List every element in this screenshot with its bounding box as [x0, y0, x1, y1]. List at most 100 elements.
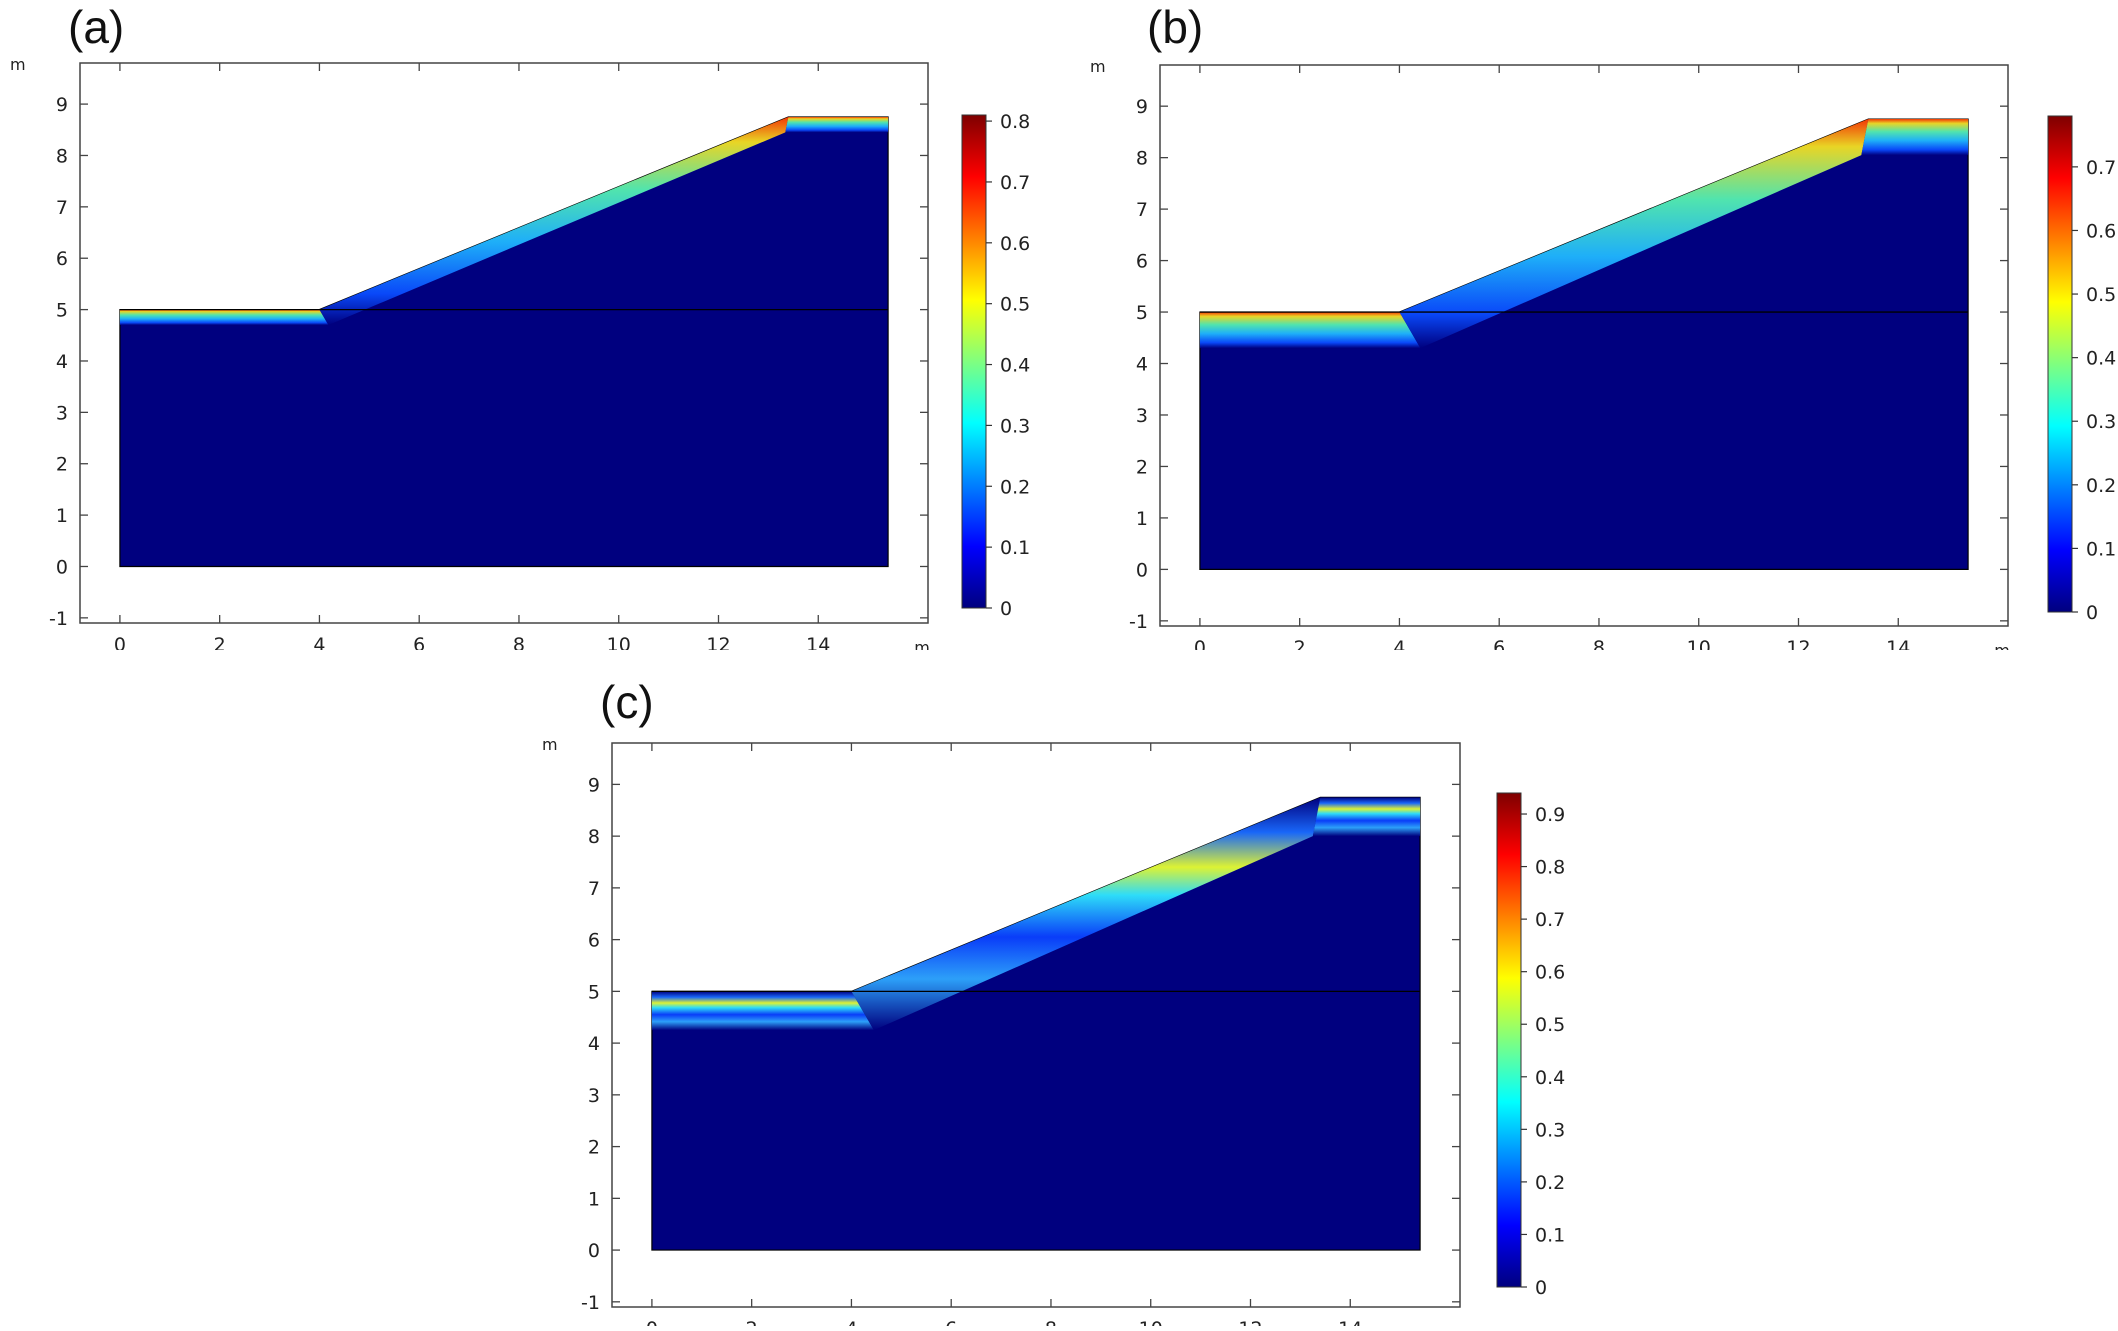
y-tick-label: 3: [1136, 405, 1148, 427]
y-tick-label: -1: [49, 608, 68, 630]
y-tick-label: 6: [588, 930, 600, 952]
x-tick-label: 8: [1045, 1318, 1057, 1326]
damage-band: [851, 797, 1321, 1031]
y-tick-label: 8: [1136, 148, 1148, 170]
colorbar-tick-label: 0.8: [1000, 111, 1030, 133]
y-tick-label: 7: [1136, 199, 1148, 221]
y-tick-label: 0: [1136, 559, 1148, 581]
x-tick-label: 2: [214, 634, 226, 650]
y-tick-label: 4: [588, 1033, 600, 1055]
y-tick-label: 8: [588, 826, 600, 848]
damage-contour-plot-b: 02468101214m-10123456789m00.10.20.30.40.…: [1090, 57, 2116, 660]
x-unit-label: m: [914, 638, 930, 650]
colorbar-tick-label: 0.4: [2086, 348, 2116, 370]
colorbar-tick-label: 0.9: [1535, 804, 1565, 826]
x-tick-label: 10: [1139, 1318, 1163, 1326]
damage-band: [785, 116, 889, 133]
y-tick-label: 3: [588, 1085, 600, 1107]
y-tick-label: 9: [56, 94, 68, 116]
colorbar-tick-label: 0.3: [1535, 1119, 1565, 1141]
x-tick-label: 10: [1687, 637, 1711, 650]
y-tick-label: 5: [588, 981, 600, 1003]
x-tick-label: 2: [746, 1318, 758, 1326]
y-tick-label: 2: [56, 454, 68, 476]
y-tick-label: 0: [56, 556, 68, 578]
colorbar: [1496, 792, 1522, 1288]
colorbar-tick-label: 0.3: [2086, 411, 2116, 433]
y-tick-label: -1: [581, 1292, 600, 1314]
y-tick-label: 8: [56, 145, 68, 167]
colorbar-tick-label: 0.4: [1535, 1067, 1565, 1089]
x-tick-label: 12: [1786, 637, 1810, 650]
x-tick-label: 6: [1493, 637, 1505, 650]
panel-label: (a): [68, 1, 125, 53]
colorbar-tick-label: 0.7: [1535, 909, 1565, 931]
y-tick-label: 5: [1136, 302, 1148, 324]
damage-band: [1861, 119, 1969, 156]
plot-frame: [1159, 64, 2009, 627]
damage-band: [651, 991, 874, 1031]
damage-band: [119, 309, 329, 326]
y-unit-label: m: [10, 55, 26, 74]
colorbar-tick-label: 0: [2086, 602, 2098, 624]
x-tick-label: 12: [706, 634, 730, 650]
y-tick-label: 9: [1136, 96, 1148, 118]
x-tick-label: 4: [313, 634, 325, 650]
x-tick-label: 14: [1886, 637, 1910, 650]
x-unit-label: m: [1446, 1322, 1462, 1326]
y-tick-label: 6: [1136, 251, 1148, 273]
x-tick-label: 4: [1393, 637, 1405, 650]
damage-band: [1312, 797, 1421, 837]
y-tick-label: 4: [56, 351, 68, 373]
x-tick-label: 6: [413, 634, 425, 650]
y-tick-label: 4: [1136, 354, 1148, 376]
colorbar-tick-label: 0.2: [2086, 475, 2116, 497]
panel-a: (a) 0 2 4 6 8 10 12 14 m -1 0 1 2 3 4 5 6 7 8 9 m 0 0.1 0.2 0.3 0…: [0, 0, 1110, 657]
x-tick-label: 2: [1294, 637, 1306, 650]
colorbar-tick-label: 0.6: [1000, 233, 1030, 255]
y-tick-label: 9: [588, 774, 600, 796]
panel-b: (b) 02468101214m-10123456789m00.10.20.30…: [1085, 0, 2118, 660]
y-tick-label: 2: [1136, 456, 1148, 478]
y-unit-label: m: [542, 735, 558, 754]
y-tick-label: 6: [56, 248, 68, 270]
colorbar-tick-label: 0.5: [2086, 284, 2116, 306]
colorbar-tick-label: 0.5: [1000, 294, 1030, 316]
damage-band: [1399, 119, 1869, 349]
colorbar-tick-label: 0.5: [1535, 1014, 1565, 1036]
colorbar: [2047, 115, 2073, 613]
colorbar-tick-label: 0: [1535, 1277, 1547, 1299]
x-tick-label: 6: [945, 1318, 957, 1326]
colorbar-tick-label: 0.4: [1000, 355, 1030, 377]
x-tick-label: 0: [1194, 637, 1206, 650]
y-unit-label: m: [1090, 57, 1106, 76]
x-tick-label: 0: [646, 1318, 658, 1326]
y-tick-label: 5: [56, 300, 68, 322]
damage-band: [1199, 312, 1421, 349]
x-tick-label: 10: [607, 634, 631, 650]
y-tick-label: 1: [588, 1188, 600, 1210]
panel-c: (c) 02468101214m-10123456789m00.10.20.30…: [530, 675, 1640, 1331]
colorbar-tick-label: 0: [1000, 598, 1012, 620]
damage-contour-plot-c: 02468101214m-10123456789m00.10.20.30.40.…: [542, 735, 1565, 1331]
y-tick-label: 0: [588, 1240, 600, 1262]
x-tick-label: 14: [1338, 1318, 1362, 1326]
colorbar: [961, 114, 987, 609]
y-tick-label: 2: [588, 1137, 600, 1159]
slope-domain: [119, 116, 889, 568]
x-tick-label: 4: [845, 1318, 857, 1326]
y-tick-label: 1: [56, 505, 68, 527]
colorbar-tick-label: 0.1: [1000, 537, 1030, 559]
colorbar-tick-label: 0.3: [1000, 415, 1030, 437]
x-tick-label: 8: [1593, 637, 1605, 650]
damage-contour-plot-a: 0 2 4 6 8 10 12 14 m-10123456789m00.10.20.30.40.…: [10, 55, 1030, 657]
y-tick-label: -1: [1129, 611, 1148, 633]
y-tick-label: 3: [56, 402, 68, 424]
colorbar-tick-label: 0.6: [1535, 962, 1565, 984]
y-tick-label: 1: [1136, 508, 1148, 530]
x-unit-label: m: [1994, 641, 2010, 650]
x-tick-label: 8: [513, 634, 525, 650]
plot-frame: [79, 62, 929, 624]
colorbar-tick-label: 0.1: [2086, 538, 2116, 560]
x-tick-label: 0: [114, 634, 126, 650]
